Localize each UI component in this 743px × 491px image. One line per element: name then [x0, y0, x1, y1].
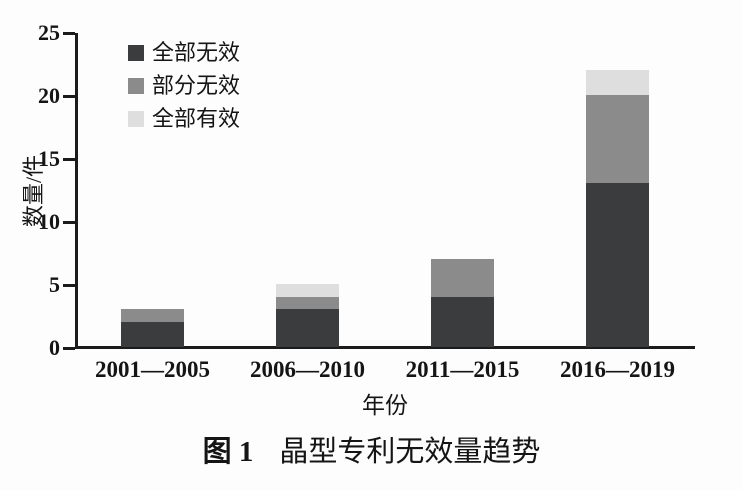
legend-swatch: [128, 44, 144, 61]
legend-label: 部分无效: [152, 73, 241, 98]
y-tick-label: 20: [38, 83, 60, 108]
y-axis-line: [75, 33, 78, 349]
bar-segment: [276, 284, 339, 297]
legend: 全部无效部分无效全部有效: [128, 41, 240, 140]
bar-segment: [121, 309, 184, 322]
x-axis-line: [75, 346, 695, 349]
y-tick-label: 15: [38, 146, 60, 171]
y-tick-mark: [63, 220, 75, 224]
x-category-label: 2001—2005: [95, 357, 210, 382]
legend-row: 全部有效: [128, 107, 240, 130]
bar-segment: [121, 321, 184, 347]
y-tick-label: 5: [49, 272, 60, 297]
bar-segment: [276, 309, 339, 347]
bar-segment: [586, 69, 649, 95]
bar-segment: [431, 296, 494, 347]
bar-segment: [431, 258, 494, 297]
y-tick-label: 0: [49, 335, 60, 360]
figure-caption-label: 图 1: [202, 436, 254, 468]
bar-segment: [586, 183, 649, 347]
legend-label: 全部有效: [152, 106, 241, 131]
y-tick-mark: [63, 283, 75, 287]
y-tick-mark: [63, 31, 75, 35]
legend-swatch: [128, 77, 144, 94]
legend-swatch: [128, 110, 144, 127]
legend-row: 部分无效: [128, 74, 240, 97]
figure-caption-title: 晶型专利无效量趋势: [279, 436, 541, 468]
y-tick-label: 25: [38, 20, 60, 45]
legend-label: 全部无效: [152, 40, 241, 65]
x-category-label: 2006—2010: [250, 357, 365, 382]
bar-segment: [586, 95, 649, 184]
y-tick-mark: [63, 346, 75, 350]
x-axis-title: 年份: [362, 393, 408, 418]
x-category-label: 2016—2019: [560, 357, 675, 382]
legend-row: 全部无效: [128, 41, 240, 64]
x-category-label: 2011—2015: [405, 357, 520, 382]
y-tick-label: 10: [38, 209, 60, 234]
y-tick-mark: [63, 94, 75, 98]
bar-segment: [276, 296, 339, 310]
figure-caption: 图 1 晶型专利无效量趋势: [0, 428, 743, 470]
y-tick-mark: [63, 157, 75, 161]
y-axis-title: 数量/件: [21, 154, 46, 228]
